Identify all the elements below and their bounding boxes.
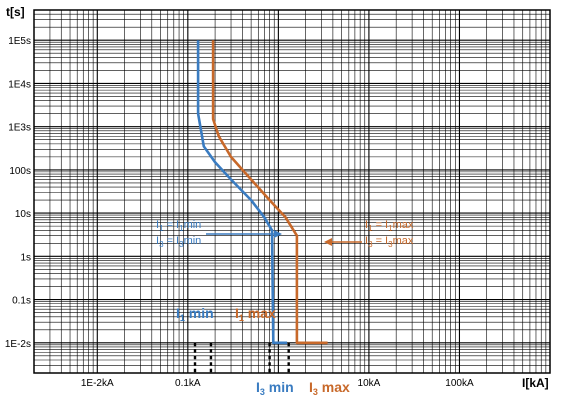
- y-tick-label: 10s: [15, 209, 31, 220]
- plot-border: [33, 9, 551, 374]
- label-i1-max: I1 max: [235, 305, 276, 323]
- y-tick-label: 1E-2s: [5, 339, 31, 350]
- threshold-lines: [193, 342, 290, 373]
- y-tick-label: 1E3s: [8, 123, 31, 134]
- annotation-i3-max-eq: I3 = I3max: [365, 235, 414, 249]
- series-min-curve: [196, 40, 288, 345]
- y-tick-label: 1E5s: [8, 36, 31, 47]
- y-tick-label: 1s: [20, 252, 31, 263]
- annotation-arrow-blue: [206, 230, 282, 238]
- y-tick-label: 0.1s: [12, 296, 31, 307]
- annotation-i1-min-eq: I1 = I1min: [156, 219, 201, 233]
- grid: [33, 9, 550, 374]
- x-tick-label: 100kA: [445, 378, 474, 389]
- y-tick-label: 100s: [9, 166, 31, 177]
- x-tick-label: 1E-2kA: [81, 378, 114, 389]
- x-axis-title: I[kA]: [522, 376, 549, 390]
- y-axis-title: t[s]: [6, 5, 25, 19]
- y-tick-labels: 1E5s 1E4s 1E3s 100s 10s 1s 0.1s 1E-2s: [5, 36, 31, 350]
- annotation-i1-max-eq: I1 = I1max: [365, 219, 414, 233]
- label-i1-min: I1 min: [176, 305, 214, 323]
- x-tick-labels: 1E-2kA 0.1kA 10kA 100kA: [81, 378, 474, 389]
- annotation-i3-min-eq: I3 = I3min: [156, 235, 201, 249]
- x-tick-label: 0.1kA: [175, 378, 201, 389]
- label-i3-max: I3 max: [309, 379, 350, 397]
- series-max-curve: [211, 40, 328, 345]
- series-curves: [196, 40, 328, 345]
- annotation-arrow-orange: [324, 238, 362, 246]
- x-tick-label: 10kA: [358, 378, 381, 389]
- label-i3-min: I3 min: [256, 379, 294, 397]
- y-tick-label: 1E4s: [8, 79, 31, 90]
